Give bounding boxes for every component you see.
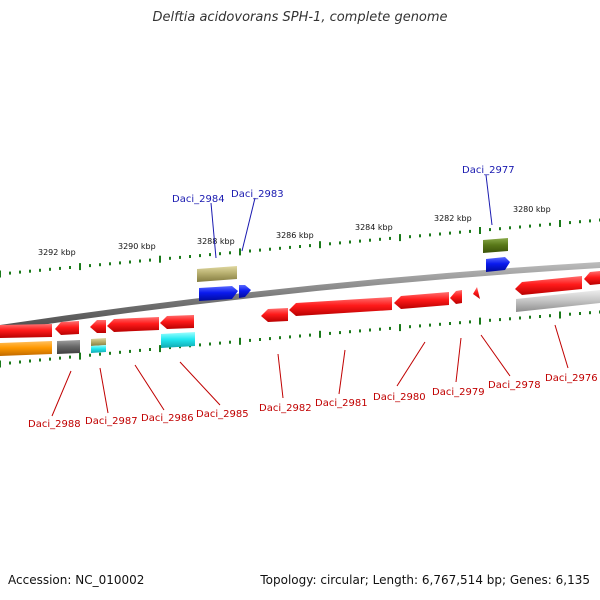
scale-label-3284: 3284 kbp [355,223,393,232]
gene-label-daci-2984[interactable]: Daci_2984 [172,194,225,205]
gene-gray[interactable] [57,340,80,354]
gene-daci-2983[interactable] [239,285,251,298]
gene-label-daci-2985[interactable]: Daci_2985 [196,409,249,420]
accession-text: Accession: NC_010002 [8,573,145,587]
gene-label-daci-2986[interactable]: Daci_2986 [141,413,194,424]
gene-label-daci-2979[interactable]: Daci_2979 [432,387,485,398]
reverse-genes [0,271,600,356]
gene-label-daci-2987[interactable]: Daci_2987 [85,416,138,427]
gene-red-edge[interactable] [584,271,600,285]
gene-lightgray[interactable] [516,290,600,312]
scale-label-3286: 3286 kbp [276,231,314,240]
map-title: Delftia acidovorans SPH-1, complete geno… [152,10,448,25]
gene-olive-small[interactable] [91,338,106,346]
gene-cyan[interactable] [161,332,195,348]
scale-label-3282: 3282 kbp [434,214,472,223]
genome-stats-text: Topology: circular; Length: 6,767,514 bp… [260,573,590,587]
leader-lines-bottom [51,324,569,417]
gene-label-daci-2988[interactable]: Daci_2988 [28,419,81,430]
gene-label-daci-2978[interactable]: Daci_2978 [488,380,541,391]
gene-red-2[interactable] [55,321,79,335]
gene-green[interactable] [483,238,508,253]
gene-daci-2978[interactable] [473,287,480,299]
genome-backbone [0,262,600,331]
gene-daci-2981[interactable] [289,297,392,316]
gene-red-1[interactable] [0,324,52,338]
gene-daci-2982[interactable] [261,308,288,322]
gene-label-daci-2977[interactable]: Daci_2977 [462,165,515,176]
gene-red-3[interactable] [90,320,106,333]
gene-label-daci-2981[interactable]: Daci_2981 [315,398,368,409]
scale-label-3288: 3288 kbp [197,237,235,246]
gene-daci-2984[interactable] [199,286,238,301]
gene-label-daci-2983[interactable]: Daci_2983 [231,189,284,200]
gene-label-daci-2982[interactable]: Daci_2982 [259,403,312,414]
gene-orange[interactable] [0,341,52,356]
inner-scale-ticks [0,310,600,368]
gene-daci-2979[interactable] [450,290,462,304]
gene-cyan-small[interactable] [91,345,106,353]
gene-daci-2980[interactable] [394,292,449,309]
gene-red-5[interactable] [160,315,194,329]
outer-scale-ticks [0,218,600,278]
gene-label-daci-2980[interactable]: Daci_2980 [373,392,426,403]
scale-label-3290: 3290 kbp [118,242,156,251]
gene-red-4[interactable] [107,317,159,332]
gene-daci-2977[interactable] [486,257,510,272]
gene-olive[interactable] [197,266,237,282]
leader-lines-top [210,174,493,259]
gene-daci-2976[interactable] [515,276,582,295]
gene-label-daci-2976[interactable]: Daci_2976 [545,373,598,384]
scale-label-3280: 3280 kbp [513,205,551,214]
scale-label-3292: 3292 kbp [38,248,76,257]
forward-genes [197,238,510,301]
